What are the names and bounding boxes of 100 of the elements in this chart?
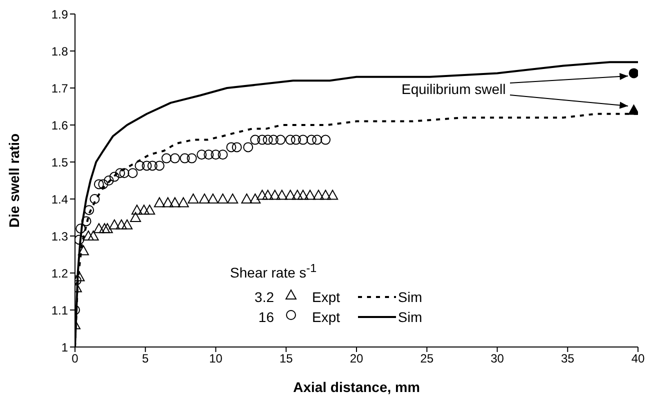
y-tick-label: 1.3 [51, 229, 68, 244]
point [262, 134, 273, 145]
point [196, 150, 207, 160]
point [250, 134, 260, 145]
point [628, 68, 638, 78]
legend-label: Sim [398, 308, 422, 325]
point [232, 142, 242, 152]
point [115, 168, 126, 178]
point [304, 190, 316, 200]
point [90, 194, 100, 204]
point [290, 134, 301, 145]
point [104, 176, 114, 186]
point [144, 204, 156, 215]
point [210, 150, 221, 160]
point [78, 245, 89, 256]
point [226, 142, 236, 152]
x-tick-label: 5 [142, 352, 150, 366]
point [108, 219, 120, 230]
point [204, 150, 214, 160]
point [162, 197, 174, 208]
x-tick-label: 15 [279, 352, 294, 366]
point [628, 104, 638, 115]
point [241, 194, 252, 204]
x-tick-label: 25 [420, 352, 434, 366]
point [161, 153, 172, 164]
x-tick-label: 30 [490, 352, 504, 366]
point [94, 179, 104, 190]
annotation: 3.2 [254, 288, 274, 305]
point [198, 194, 210, 204]
point [75, 271, 85, 282]
point [275, 134, 286, 145]
y-tick-label: 1.5 [51, 155, 68, 170]
x-axis-title: Axial distance, mm [293, 379, 420, 395]
point [320, 190, 332, 200]
point [298, 134, 308, 145]
annotation: 16 [257, 308, 274, 325]
legend-title: Shear rate s$^{-1}$ [230, 262, 318, 281]
point [130, 212, 142, 222]
point [292, 190, 303, 200]
point [262, 190, 274, 200]
y-axis-title: Die swell ratio [6, 133, 22, 228]
y-tick-label: 1.8 [51, 44, 68, 58]
point [154, 160, 164, 171]
y-tick-label: 1.4 [51, 192, 68, 206]
point [327, 190, 338, 200]
legend-label: Sim [398, 288, 422, 305]
point [99, 223, 110, 234]
point [154, 197, 165, 208]
point [313, 190, 324, 200]
point [227, 194, 238, 204]
point [82, 230, 94, 240]
point [257, 134, 268, 145]
point [128, 168, 138, 178]
y-tick-label: 1.1 [51, 303, 68, 318]
x-tick-label: 0 [72, 352, 79, 366]
point [256, 190, 268, 200]
legend-label: Expt [312, 288, 340, 305]
point [170, 153, 180, 164]
legend-label: Expt [312, 308, 340, 325]
point [320, 134, 331, 145]
point [284, 190, 296, 200]
x-tick-label: 40 [631, 352, 645, 366]
point [93, 223, 104, 234]
annotation: Equilibrium swell [400, 81, 506, 98]
point [312, 134, 322, 145]
point [109, 172, 120, 182]
y-tick-label: 1.2 [51, 266, 68, 280]
point [306, 134, 316, 145]
x-tick-label: 20 [350, 352, 364, 366]
point [207, 194, 218, 204]
point [269, 190, 280, 200]
point [142, 160, 152, 171]
point [88, 230, 99, 240]
point [298, 190, 309, 200]
point [186, 153, 197, 164]
y-tick-label: 1 [61, 340, 68, 354]
point [147, 160, 158, 171]
point [116, 219, 127, 230]
point [122, 219, 133, 230]
point [276, 190, 288, 200]
x-tick-label: 35 [560, 352, 575, 366]
point [180, 153, 190, 164]
point [169, 197, 180, 208]
point [131, 204, 142, 215]
point [243, 142, 254, 152]
point [138, 204, 150, 215]
point [76, 224, 86, 234]
point [218, 150, 228, 160]
point [84, 205, 94, 216]
point [102, 223, 113, 234]
point [250, 194, 261, 204]
point [217, 194, 228, 204]
point [81, 216, 92, 226]
point [268, 134, 278, 145]
point [98, 179, 108, 190]
point [134, 160, 145, 171]
x-tick-label: 10 [209, 352, 223, 366]
point [188, 194, 199, 204]
point [75, 234, 84, 245]
point [178, 197, 189, 208]
